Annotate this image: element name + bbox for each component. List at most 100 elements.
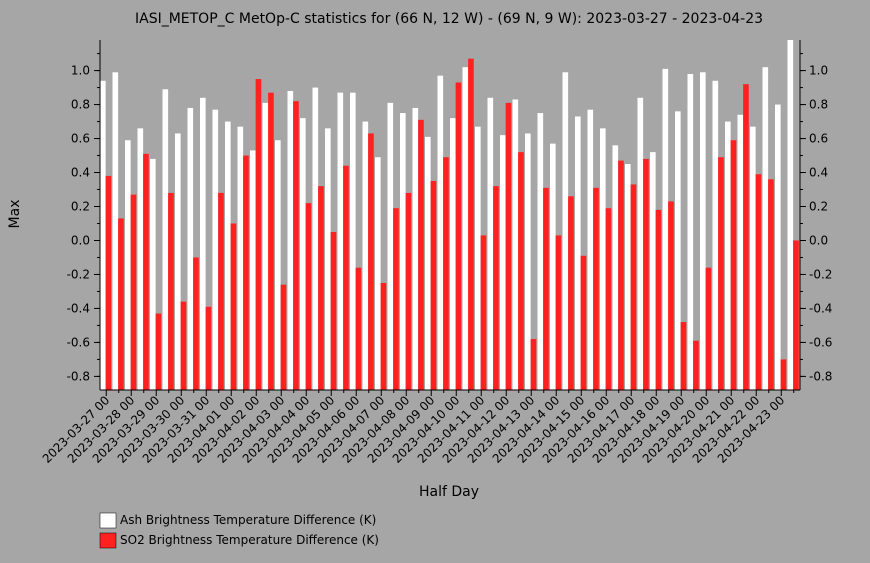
so2-bar — [305, 203, 312, 390]
legend-label-ash: Ash Brightness Temperature Difference (K… — [120, 513, 376, 527]
ash-bar — [725, 121, 731, 391]
y-tick-label-left: -0.6 — [67, 335, 90, 349]
y-tick-label-left: 0.2 — [71, 200, 90, 214]
ash-bar — [462, 67, 469, 391]
ash-bar — [350, 92, 356, 391]
ash-bar — [587, 109, 594, 390]
so2-bar — [730, 140, 737, 390]
so2-bar — [668, 201, 674, 390]
so2-bar — [430, 181, 437, 390]
so2-bar — [455, 82, 462, 390]
so2-bar — [643, 158, 649, 390]
y-tick-label-right: -0.6 — [809, 335, 832, 349]
so2-bar — [180, 301, 187, 390]
ash-bar — [487, 97, 494, 391]
so2-bar — [768, 179, 774, 390]
so2-bar — [580, 255, 587, 390]
ash-bar — [237, 126, 244, 391]
ash-bar — [637, 97, 644, 391]
so2-bar — [330, 231, 337, 390]
ash-bar — [512, 99, 519, 390]
so2-bar — [493, 186, 499, 390]
so2-bar — [130, 194, 137, 390]
ash-bar — [412, 107, 419, 391]
axes: -0.8 -0.8 -0.6 -0.6 -0.4 -0.4 -0.2 -0.2 0.0 0.0 0.… — [40, 40, 832, 466]
ash-bar — [150, 158, 156, 390]
ash-bar — [137, 128, 144, 390]
so2-bar — [230, 223, 237, 390]
legend-label-so2: SO2 Brightness Temperature Difference (K… — [120, 533, 379, 547]
so2-bar — [468, 58, 474, 390]
so2-bar — [793, 240, 799, 390]
so2-bar — [268, 92, 274, 391]
ash-bar — [375, 157, 381, 390]
y-tick-label-left: 0.8 — [71, 98, 90, 112]
ash-bar — [537, 113, 544, 390]
ash-bar — [775, 104, 781, 390]
y-tick-label-left: -0.4 — [67, 301, 90, 315]
y-tick-label-left: -0.2 — [67, 267, 90, 281]
so2-bar — [280, 284, 287, 390]
y-tick-label-right: 0.4 — [809, 166, 828, 180]
ash-bar — [187, 107, 194, 391]
so2-bar — [693, 340, 699, 390]
ash-bar — [212, 109, 219, 390]
so2-bar — [193, 257, 199, 390]
so2-bar — [405, 192, 412, 390]
ash-bar — [450, 118, 456, 390]
y-tick-label-right: 0.6 — [809, 132, 828, 146]
ash-bar — [100, 80, 106, 390]
ash-bar — [500, 135, 506, 390]
so2-bar — [105, 175, 112, 390]
ash-bar — [662, 68, 669, 390]
so2-bar — [393, 208, 399, 390]
ash-bar — [175, 133, 181, 390]
ash-bar — [600, 128, 606, 390]
ash-bar — [200, 97, 206, 391]
ash-bar — [275, 140, 281, 390]
ash-bar — [325, 128, 331, 390]
so2-bar — [343, 165, 349, 390]
so2-bar — [555, 235, 562, 390]
so2-bar — [368, 133, 374, 390]
bars — [100, 40, 799, 391]
ash-bar — [625, 164, 631, 390]
ash-bar — [575, 116, 581, 391]
y-tick-label-left: 0.6 — [71, 132, 90, 146]
so2-bar — [155, 313, 162, 390]
y-tick-label-right: -0.2 — [809, 267, 832, 281]
so2-bar — [168, 192, 174, 390]
y-tick-label-left: 1.0 — [71, 64, 90, 78]
ash-bar — [525, 133, 531, 390]
ash-bar — [162, 89, 169, 391]
ash-bar — [337, 92, 344, 391]
so2-bar — [780, 359, 787, 390]
ash-bar — [712, 80, 719, 390]
so2-bar — [630, 184, 637, 390]
so2-bar — [518, 152, 524, 390]
ash-bar — [650, 152, 656, 390]
chart-title: IASI_METOP_C MetOp-C statistics for (66 … — [135, 11, 763, 27]
ash-bar — [125, 140, 131, 390]
ash-bar — [387, 102, 394, 391]
so2-bar — [355, 267, 362, 390]
ash-bar — [750, 126, 756, 391]
x-axis-label: Half Day — [419, 484, 479, 500]
ash-bar — [737, 114, 744, 390]
so2-bar — [218, 192, 224, 390]
ash-bar — [400, 113, 406, 390]
ash-bar — [437, 75, 444, 391]
ash-bar — [362, 121, 369, 391]
ash-bar — [687, 73, 694, 390]
so2-bar — [443, 157, 449, 390]
ash-bar — [250, 150, 256, 390]
y-tick-label-left: 0.0 — [71, 233, 90, 247]
ash-bar — [225, 121, 231, 391]
ash-bar — [262, 102, 269, 391]
legend-swatch-ash — [99, 512, 117, 529]
ash-bar — [562, 72, 569, 390]
so2-bar — [418, 119, 424, 390]
so2-bar — [655, 209, 662, 390]
so2-bar — [505, 102, 512, 391]
so2-bar — [743, 84, 749, 391]
